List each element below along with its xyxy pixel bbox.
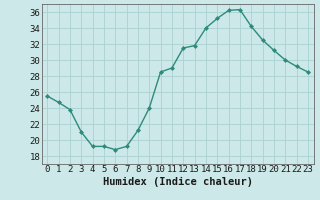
X-axis label: Humidex (Indice chaleur): Humidex (Indice chaleur) [103,177,252,187]
